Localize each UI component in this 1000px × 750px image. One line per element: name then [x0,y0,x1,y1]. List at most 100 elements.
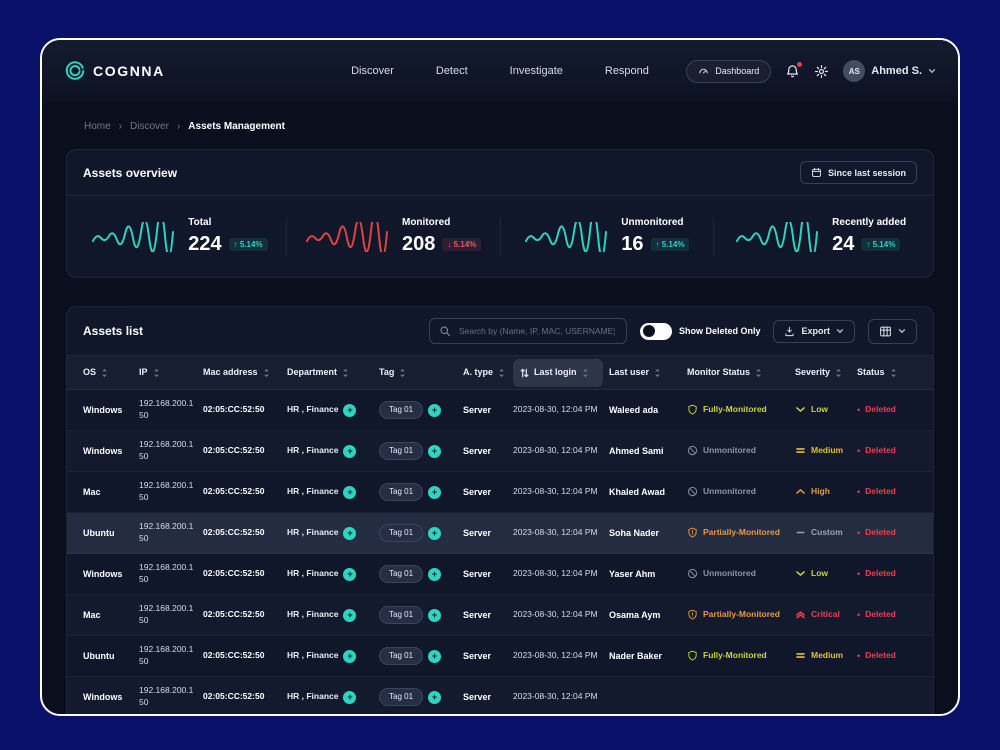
toggle-knob [642,325,655,337]
column-header-os[interactable]: OS [83,367,139,377]
shield-icon [688,651,697,662]
cell-os: Ubuntu [83,527,115,538]
stat-card-total: Total 224 ↑ 5.14% [73,217,287,256]
cell-last-login: 2023-08-30, 12:04 PM [513,650,598,661]
cell-last-user: Nader Baker [609,650,663,661]
column-header-a-type[interactable]: A. type [463,367,513,377]
stat-value: 24 [832,233,855,255]
add-department-button[interactable]: + [343,444,357,458]
cell-last-login: 2023-08-30, 12:04 PM [513,486,598,497]
table-row[interactable]: Windows 192.168.200.150 02:05:CC:52:50 HR ,… [67,431,933,472]
stat-card-monitored: Monitored 208 ↓ 5.14% [287,217,501,256]
assets-list-title: Assets list [83,324,144,338]
tag-pill[interactable]: Tag 01 [379,564,424,584]
sparkline-chart [736,221,819,252]
nav-item-investigate[interactable]: Investigate [509,65,563,77]
cell-status: • Deleted [857,486,896,497]
breadcrumb-discover[interactable]: Discover [130,121,169,132]
since-last-session-label: Since last session [827,167,906,178]
status-dot: • [857,486,861,497]
tag-pill[interactable]: Tag 01 [379,400,424,420]
cell-os: Windows [83,568,123,579]
table-row[interactable]: Windows 192.168.200.150 02:05:CC:52:50 HR ,… [67,390,933,431]
since-last-session-button[interactable]: Since last session [799,161,917,184]
cell-department: HR , Finance + [287,485,379,499]
dashboard-button[interactable]: Dashboard [686,59,772,83]
add-department-button[interactable]: + [343,485,357,499]
add-tag-button[interactable]: + [428,444,442,458]
notifications-button[interactable] [785,61,803,79]
add-department-button[interactable]: + [343,608,357,622]
table-row[interactable]: Ubuntu 192.168.200.150 02:05:CC:52:50 HR , … [67,513,933,554]
column-header-monitor-status[interactable]: Monitor Status [687,367,795,377]
add-tag-button[interactable]: + [428,403,442,417]
search-input[interactable] [456,325,617,337]
tag-pill[interactable]: Tag 01 [379,441,424,461]
cell-mac: 02:05:CC:52:50 [203,404,265,415]
brand-logo[interactable]: COGNNA [64,60,165,82]
tag-pill[interactable]: Tag 01 [379,482,424,502]
column-header-department[interactable]: Department [287,367,379,377]
table-row[interactable]: Mac 192.168.200.150 02:05:CC:52:50 HR , Fin… [67,472,933,513]
add-department-button[interactable]: + [343,403,357,417]
user-menu[interactable]: AS Ahmed S. [843,60,936,82]
calendar-icon [812,167,821,177]
top-navigation-bar: COGNNA Discover Detect Investigate Respo… [42,40,958,102]
column-header-last-user[interactable]: Last user [609,367,687,377]
cell-asset-type: Server [463,609,492,620]
chevron-down-icon [928,68,936,74]
column-header-severity[interactable]: Severity [795,367,857,377]
sparkline-chart [92,221,175,252]
tag-pill[interactable]: Tag 01 [379,646,424,666]
add-tag-button[interactable]: + [428,485,442,499]
breadcrumb-home[interactable]: Home [84,121,111,132]
cell-mac: 02:05:CC:52:50 [203,568,265,579]
table-row[interactable]: Mac 192.168.200.150 02:05:CC:52:50 HR , Fin… [67,595,933,636]
tag-pill[interactable]: Tag 01 [379,523,424,543]
cell-monitor-status: Fully-Monitored [687,404,795,416]
list-controls: Show Deleted Only Export [428,318,917,344]
add-tag-button[interactable]: + [428,649,442,663]
column-header-tag[interactable]: Tag [379,367,463,377]
add-tag-button[interactable]: + [428,567,442,581]
severity-high-icon [796,489,805,495]
add-tag-button[interactable]: + [428,690,442,704]
cell-severity: Custom [795,527,857,539]
export-label: Export [801,326,830,336]
cell-monitor-status: Unmonitored [687,568,795,580]
show-deleted-toggle[interactable] [639,322,672,340]
add-department-button[interactable]: + [343,649,357,663]
tag-pill[interactable]: Tag 01 [379,687,424,707]
table-row[interactable]: Windows 192.168.200.150 02:05:CC:52:50 HR ,… [67,677,933,714]
nav-item-discover[interactable]: Discover [351,65,394,77]
table-row[interactable]: Ubuntu 192.168.200.150 02:05:CC:52:50 HR , … [67,636,933,677]
add-department-button[interactable]: + [343,690,357,704]
cell-severity: Low [795,568,857,580]
add-tag-button[interactable]: + [428,608,442,622]
column-header-ip[interactable]: IP [139,367,203,377]
status-dot: • [857,527,861,538]
export-button[interactable]: Export [773,319,855,343]
cell-severity: High [795,486,857,498]
topbar-actions: Dashboard AS Ahmed S. [686,59,936,83]
columns-button[interactable] [868,318,917,344]
breadcrumb: Home › Discover › Assets Management [42,102,958,149]
cell-status: • Deleted [857,609,896,620]
column-header-last-login[interactable]: Last login [513,358,603,387]
cell-asset-type: Server [463,650,492,661]
column-header-status[interactable]: Status [857,367,923,377]
tag-pill[interactable]: Tag 01 [379,605,424,625]
severity-low-icon [796,571,805,577]
nav-item-respond[interactable]: Respond [604,65,649,77]
add-tag-button[interactable]: + [428,526,442,540]
cell-monitor-status: Unmonitored [687,445,795,457]
settings-button[interactable] [814,64,829,79]
nav-item-detect[interactable]: Detect [435,65,468,77]
cell-status: • Deleted [857,650,896,661]
add-department-button[interactable]: + [343,567,357,581]
cell-monitor-status: Unmonitored [687,486,795,498]
cell-last-login: 2023-08-30, 12:04 PM [513,691,598,702]
column-header-mac-address[interactable]: Mac address [203,367,287,377]
add-department-button[interactable]: + [343,526,357,540]
table-row[interactable]: Windows 192.168.200.150 02:05:CC:52:50 HR ,… [67,554,933,595]
